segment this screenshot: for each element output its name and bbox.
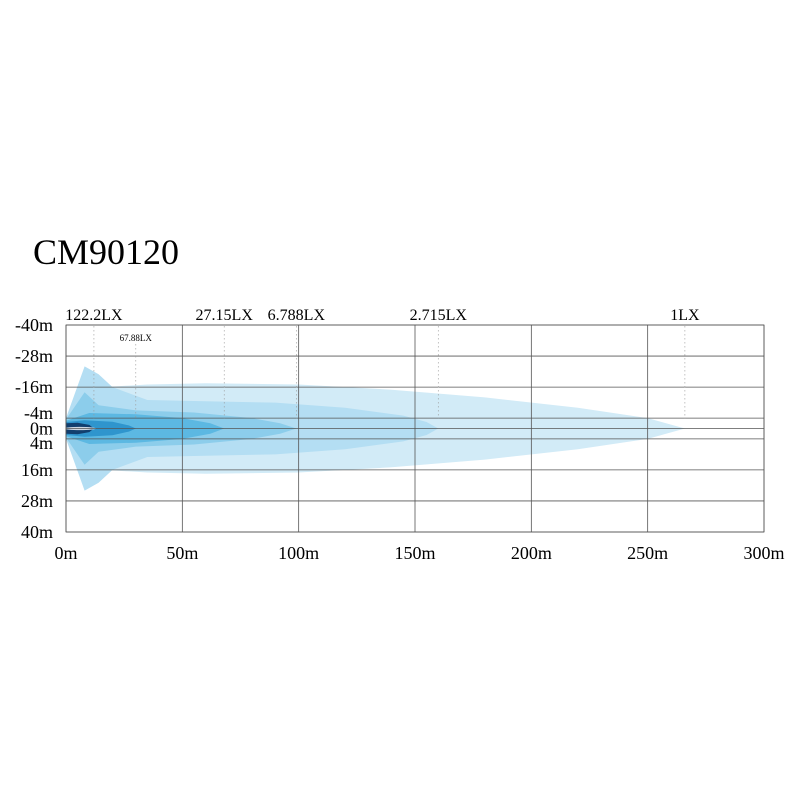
y-tick-label: -16m [15,377,53,397]
lux-label: 6.788LX [268,307,326,324]
x-tick-label: 150m [394,543,435,563]
x-tick-label: 50m [166,543,198,563]
y-tick-label: -40m [15,315,53,335]
x-tick-label: 100m [278,543,319,563]
x-tick-label: 300m [743,543,784,563]
y-tick-label: 40m [21,522,53,542]
y-tick-label: -28m [15,346,53,366]
x-tick-label: 200m [511,543,552,563]
lux-labels: 1LX 2.715LX 6.788LX 27.15LX 67.88LX 122.2LX [65,307,700,343]
y-tick-label: 28m [21,491,53,511]
x-tick-label: 0m [54,543,77,563]
lux-label: 122.2LX [65,307,123,324]
lux-guide-lines [93,326,686,419]
lux-label: 2.715LX [410,307,468,324]
y-tick-label: 16m [21,460,53,480]
lux-label: 27.15LX [196,307,254,324]
lux-label: 1LX [670,307,700,324]
grid-lines [65,324,765,533]
chart-title: CM90120 [33,232,179,272]
x-tick-labels: 0m 50m 100m 150m 200m 250m 300m [54,543,784,563]
y-tick-label: 4m [30,433,53,453]
x-tick-label: 250m [627,543,668,563]
lux-label: 67.88LX [120,333,153,343]
y-tick-label: -4m [24,403,53,423]
y-tick-label: 0m [30,419,53,439]
